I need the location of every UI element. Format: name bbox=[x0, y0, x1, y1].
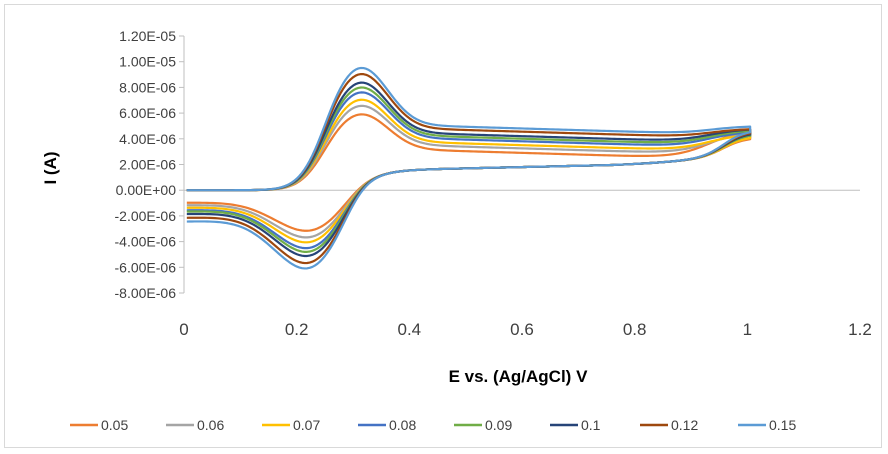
series-layer bbox=[186, 66, 752, 270]
series-line-0.08 bbox=[186, 91, 752, 250]
y-tick-label: -2.00E-06 bbox=[115, 208, 177, 224]
y-tick-label: 4.00E-06 bbox=[119, 131, 176, 147]
x-axis-title: E vs. (Ag/AgCl) V bbox=[449, 367, 589, 386]
series-line-0.07 bbox=[186, 98, 752, 244]
legend: 0.05 0.06 0.07 0.08 0.09 0.1 0.12 0.15 bbox=[70, 417, 796, 433]
legend-label: 0.08 bbox=[389, 417, 416, 433]
x-tick-label: 1.2 bbox=[848, 320, 872, 339]
legend-label: 0.15 bbox=[769, 417, 796, 433]
x-tick-label: 1 bbox=[743, 320, 752, 339]
series-line-0.15 bbox=[186, 66, 752, 270]
y-tick-label: 1.00E-05 bbox=[119, 54, 176, 70]
y-tick-label: 1.20E-05 bbox=[119, 28, 176, 44]
x-tick-label: 0.6 bbox=[510, 320, 534, 339]
x-axis-ticks: 0 0.2 0.4 0.6 0.8 1 1.2 bbox=[179, 320, 872, 339]
y-tick-label: 0.00E+00 bbox=[116, 182, 177, 198]
y-tick-label: 6.00E-06 bbox=[119, 105, 176, 121]
x-tick-label: 0.4 bbox=[398, 320, 422, 339]
legend-label: 0.06 bbox=[197, 417, 224, 433]
legend-label: 0.09 bbox=[485, 417, 512, 433]
y-axis-ticks: 1.20E-05 1.00E-05 8.00E-06 6.00E-06 4.00E-06… bbox=[115, 28, 184, 301]
legend-label: 0.05 bbox=[101, 417, 128, 433]
x-tick-label: 0.8 bbox=[623, 320, 647, 339]
y-axis-title: I (A) bbox=[41, 151, 60, 184]
x-tick-label: 0 bbox=[179, 320, 188, 339]
y-tick-label: 2.00E-06 bbox=[119, 157, 176, 173]
chart-frame bbox=[4, 4, 882, 448]
x-tick-label: 0.2 bbox=[285, 320, 309, 339]
legend-label: 0.12 bbox=[671, 417, 698, 433]
y-tick-label: -4.00E-06 bbox=[115, 234, 177, 250]
y-tick-label: -8.00E-06 bbox=[115, 285, 177, 301]
y-tick-label: 8.00E-06 bbox=[119, 79, 176, 95]
legend-label: 0.07 bbox=[293, 417, 320, 433]
y-tick-label: -6.00E-06 bbox=[115, 259, 177, 275]
legend-label: 0.1 bbox=[581, 417, 601, 433]
